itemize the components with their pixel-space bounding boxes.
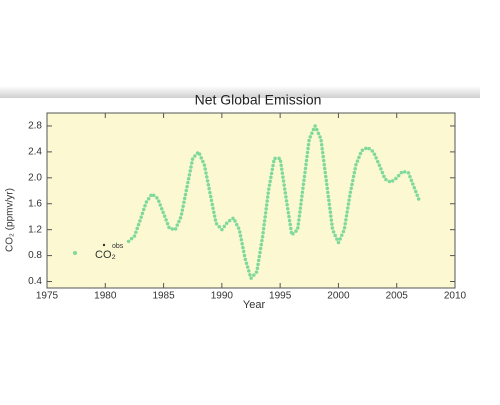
- y-tick-label: 2.4: [28, 147, 42, 158]
- legend-label: CO₂: [95, 249, 116, 261]
- plot-area: [46, 112, 456, 289]
- y-axis-label: CO₂ (ppmv/yr): [5, 188, 16, 252]
- x-tick-label: 2000: [327, 291, 350, 302]
- legend-dot: [102, 243, 106, 247]
- y-tick-label: 1.6: [28, 198, 42, 209]
- x-tick-label: 1985: [152, 291, 175, 302]
- y-tick-label: 1.2: [28, 224, 42, 235]
- y-tick-label: 0.4: [28, 276, 42, 287]
- legend-marker: [73, 251, 77, 255]
- x-tick-label: 1990: [211, 291, 234, 302]
- x-axis-label: Year: [243, 299, 266, 311]
- chart-title: Net Global Emission: [195, 92, 322, 108]
- y-tick-label: 0.8: [28, 250, 42, 261]
- x-tick-label: 1980: [94, 291, 117, 302]
- legend-superscript: obs: [112, 243, 124, 250]
- x-tick-label: 1995: [269, 291, 292, 302]
- x-tick-label: 2010: [444, 291, 467, 302]
- y-tick-label: 2.0: [28, 172, 42, 183]
- x-tick-label: 1975: [36, 291, 59, 302]
- y-tick-label: 2.8: [28, 121, 42, 132]
- x-tick-label: 2005: [386, 291, 409, 302]
- header-band: [0, 86, 480, 98]
- series-line: [126, 121, 422, 282]
